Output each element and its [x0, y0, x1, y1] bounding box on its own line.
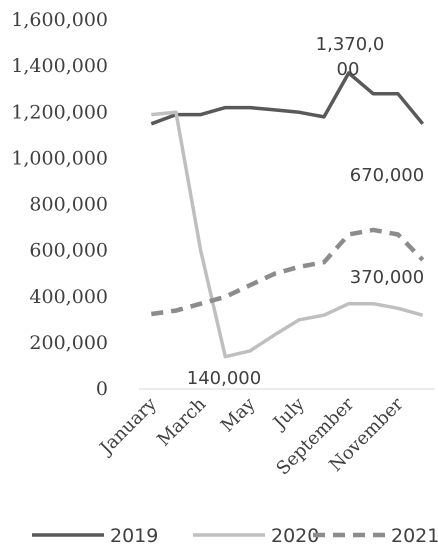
x-tick-label: July [268, 393, 309, 434]
y-tick-label: 400,000 [29, 286, 108, 308]
legend: 2019 2020 2021 [32, 525, 438, 547]
legend-label-2019: 2019 [110, 525, 158, 547]
y-axis-tick-labels: 0 200,000 400,000 600,000 800,000 1,000,000 1,… [11, 9, 108, 400]
legend-label-2021: 2021 [391, 525, 438, 547]
y-tick-label: 1,600,000 [11, 9, 108, 31]
x-tick-label: January [95, 393, 162, 460]
series-line-2019 [150, 71, 425, 126]
y-tick-label: 1,200,000 [11, 101, 108, 123]
annotation-370000: 370,000 [350, 267, 424, 288]
series-line-2020 [151, 110, 424, 359]
y-tick-label: 600,000 [29, 240, 108, 262]
x-tick-label: May [217, 393, 260, 436]
legend-label-2020: 2020 [271, 525, 319, 547]
x-tick-label: March [153, 393, 210, 450]
y-tick-label: 1,000,000 [11, 147, 108, 169]
svg-text:1,370,0: 1,370,0 [316, 34, 385, 55]
svg-text:00: 00 [337, 59, 360, 80]
y-tick-label: 0 [96, 378, 108, 400]
annotation-1370000: 1,370,0 00 [316, 34, 385, 80]
annotation-140000: 140,000 [187, 368, 261, 389]
series-line-2021 [150, 227, 425, 317]
y-tick-label: 1,400,000 [11, 55, 108, 77]
y-tick-label: 200,000 [29, 332, 108, 354]
annotation-670000: 670,000 [350, 165, 424, 186]
series-lines [150, 71, 425, 359]
y-tick-label: 800,000 [29, 194, 108, 216]
